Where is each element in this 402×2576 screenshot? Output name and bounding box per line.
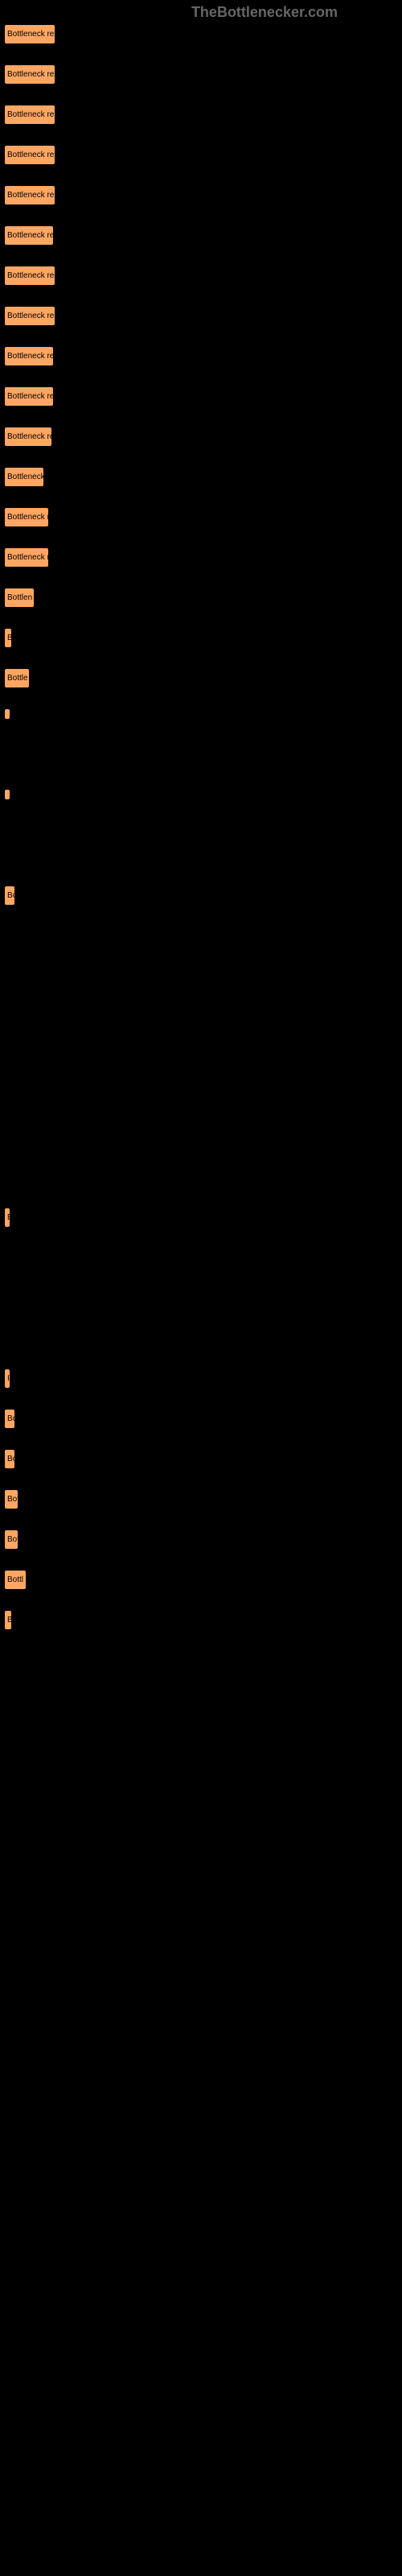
bottleneck-bar: Bottl xyxy=(4,1570,27,1590)
bottleneck-bar: Bottleneck resu xyxy=(4,105,55,125)
bar-item: Bottleneck resu xyxy=(4,306,55,326)
bar-item: Bottleneck resu xyxy=(4,24,55,44)
bar-item: Bot xyxy=(4,1530,18,1550)
bottleneck-bar xyxy=(4,708,10,720)
bar-item xyxy=(4,708,10,720)
bottleneck-bar: Bottleneck r xyxy=(4,547,49,568)
bottleneck-bar: Bottleneck resu xyxy=(4,306,55,326)
bar-item: Bottleneck res xyxy=(4,346,54,366)
watermark-text: TheBottlenecker.com xyxy=(191,4,338,21)
bottleneck-bar: Bottleneck resu xyxy=(4,24,55,44)
bottleneck-bar: Bottleneck res xyxy=(4,225,54,246)
bottleneck-bar xyxy=(4,789,10,800)
bottleneck-bar: Bottleneck resu xyxy=(4,145,55,165)
bar-item: Bottle xyxy=(4,668,30,688)
bar-item: Bottleneck res xyxy=(4,225,54,246)
bar-item: Bottleneck r xyxy=(4,507,49,527)
bottleneck-bar: Bo xyxy=(4,1409,15,1429)
bottleneck-bar: B xyxy=(4,1610,12,1630)
bar-item: Bottleneck resu xyxy=(4,145,55,165)
bottleneck-bar: Bo xyxy=(4,1449,15,1469)
bottleneck-bar: Bo xyxy=(4,886,15,906)
bar-item: I xyxy=(4,1368,10,1389)
bar-item: Bottleneck xyxy=(4,467,44,487)
bar-item: B xyxy=(4,1610,12,1630)
bar-item: Bo xyxy=(4,1409,15,1429)
bar-item: B xyxy=(4,1208,10,1228)
bottleneck-bar: Bottleneck xyxy=(4,467,44,487)
bottleneck-bar: B xyxy=(4,1208,10,1228)
bar-item: Bo xyxy=(4,1449,15,1469)
bar-item: Bot xyxy=(4,1489,18,1509)
bar-item: Bottleneck resu xyxy=(4,64,55,85)
bottleneck-bar: I xyxy=(4,1368,10,1389)
bar-item: Bottlen xyxy=(4,588,35,608)
bar-item: Bottleneck resu xyxy=(4,266,55,286)
bottleneck-bar: Bottle xyxy=(4,668,30,688)
bottleneck-bar: Bottleneck resu xyxy=(4,266,55,286)
bar-item: Bottleneck res xyxy=(4,386,54,407)
bottleneck-bar: Bottlen xyxy=(4,588,35,608)
bottleneck-bar: Bottleneck res xyxy=(4,346,54,366)
bar-item: B xyxy=(4,628,12,648)
bar-item xyxy=(4,789,10,800)
bar-item: Bottl xyxy=(4,1570,27,1590)
bar-item: Bo xyxy=(4,886,15,906)
bottleneck-bar: Bottleneck r xyxy=(4,507,49,527)
bar-item: Bottleneck resu xyxy=(4,105,55,125)
bottleneck-bar: Bottleneck resu xyxy=(4,185,55,205)
bottleneck-bar: Bot xyxy=(4,1489,18,1509)
bar-item: Bottleneck re xyxy=(4,427,52,447)
bottleneck-bar: Bot xyxy=(4,1530,18,1550)
bottleneck-bar: Bottleneck res xyxy=(4,386,54,407)
bottleneck-bar: Bottleneck resu xyxy=(4,64,55,85)
bottleneck-bar: B xyxy=(4,628,12,648)
bar-item: Bottleneck r xyxy=(4,547,49,568)
bottleneck-bar: Bottleneck re xyxy=(4,427,52,447)
bar-item: Bottleneck resu xyxy=(4,185,55,205)
